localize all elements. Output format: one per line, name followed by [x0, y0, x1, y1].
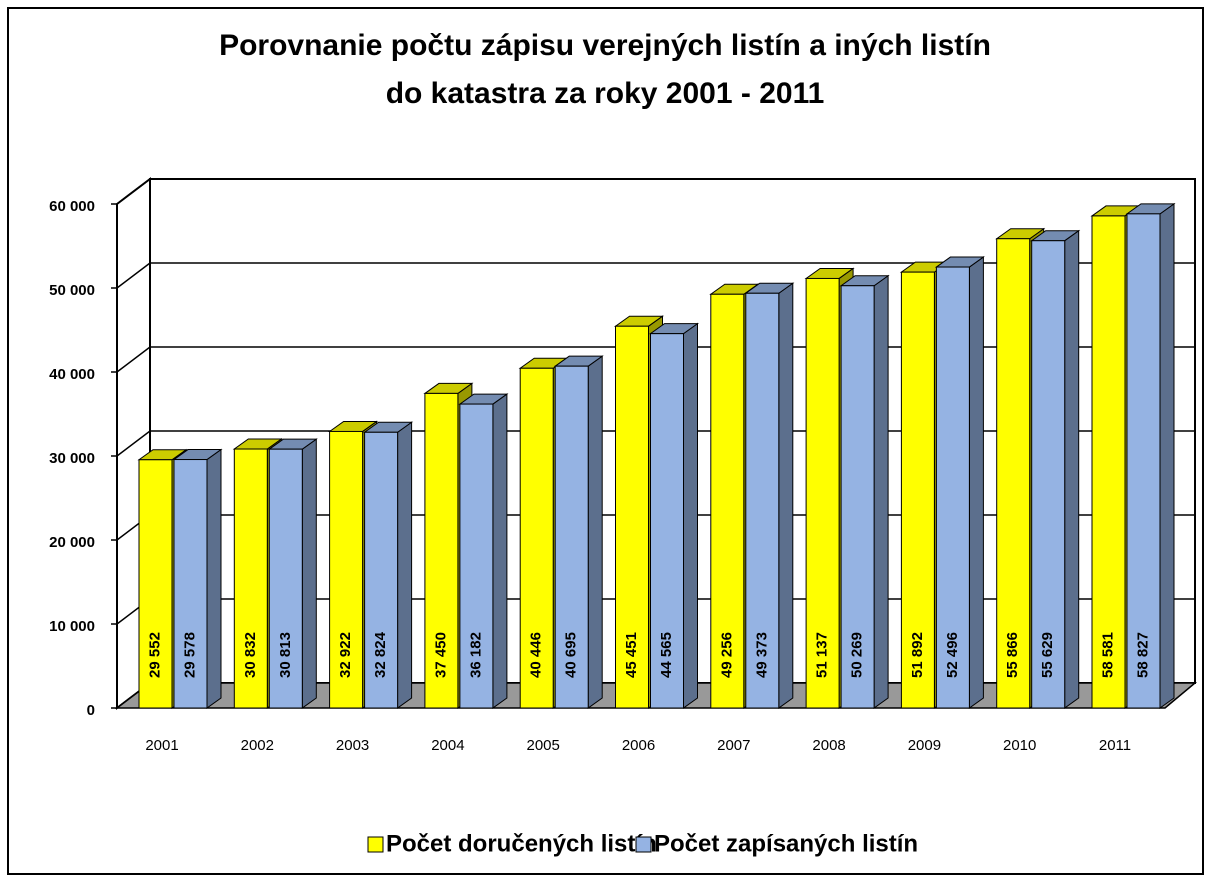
y-tick-label: 10 000: [49, 618, 95, 635]
bar: [840, 285, 875, 709]
bar-group: 40 695: [553, 355, 604, 709]
value-label: 45 451: [623, 632, 640, 678]
x-tick-label: 2005: [527, 737, 560, 754]
bar: [424, 392, 459, 709]
value-label: 32 922: [337, 632, 354, 678]
bar-side: [1064, 229, 1080, 709]
bar: [996, 238, 1031, 709]
value-label: 51 892: [909, 632, 926, 678]
legend-label: Počet zapísaných listín: [654, 830, 918, 857]
value-label: 50 269: [849, 632, 866, 678]
grid-line: [116, 262, 1195, 289]
bar: [615, 325, 649, 709]
bar-side: [1159, 202, 1175, 709]
bar-side: [873, 274, 889, 709]
bar: [650, 333, 684, 709]
value-label: 36 182: [467, 632, 484, 678]
bar: [138, 459, 173, 709]
x-tick-label: 2008: [812, 737, 845, 754]
bar-group: 30 813: [267, 438, 318, 709]
chart-title: Porovnanie počtu zápisu verejných listín…: [219, 29, 991, 62]
legend-label: Počet doručených listín: [386, 830, 657, 857]
bar: [1126, 213, 1161, 709]
bar: [173, 459, 208, 709]
value-label: 52 496: [944, 632, 961, 678]
bar-group: 44 565: [648, 322, 700, 709]
value-label: 40 695: [563, 632, 580, 678]
bar-group: 55 629: [1030, 229, 1081, 709]
x-tick-label: 2001: [145, 737, 178, 754]
bar: [935, 266, 970, 709]
value-label: 32 824: [372, 631, 389, 678]
bar-side: [683, 322, 698, 709]
value-label: 44 565: [658, 632, 675, 678]
bar: [805, 277, 840, 709]
chart-title: do katastra za roky 2001 - 2011: [386, 77, 825, 110]
legend-swatch: [635, 836, 652, 853]
value-label: 51 137: [814, 632, 831, 678]
bar: [233, 448, 268, 709]
x-tick-label: 2010: [1003, 737, 1036, 754]
bar: [1031, 240, 1066, 709]
bar-group: 49 373: [744, 282, 795, 709]
value-label: 58 581: [1099, 632, 1116, 678]
y-tick-label: 50 000: [49, 282, 95, 299]
x-tick-label: 2011: [1099, 737, 1131, 754]
x-tick-label: 2003: [336, 737, 369, 754]
y-tick-label: 0: [87, 702, 95, 719]
x-tick-label: 2004: [431, 737, 464, 754]
value-label: 58 827: [1134, 632, 1151, 678]
bar: [554, 365, 589, 709]
grid-line: [116, 178, 1195, 205]
x-tick-label: 2009: [908, 737, 941, 754]
value-label: 40 446: [528, 632, 545, 678]
value-label: 30 832: [242, 632, 259, 678]
value-label: 55 629: [1039, 632, 1056, 678]
bar-group: 36 182: [458, 393, 509, 709]
bar-side: [778, 282, 794, 709]
bar: [900, 271, 935, 709]
bar-side: [301, 438, 317, 709]
value-label: 37 450: [432, 632, 449, 678]
value-label: 29 578: [181, 632, 198, 678]
value-label: 55 866: [1004, 632, 1021, 678]
bar: [459, 403, 494, 709]
x-tick-label: 2002: [241, 737, 274, 754]
y-tick-label: 60 000: [49, 198, 95, 215]
value-label: 30 813: [277, 632, 294, 678]
value-label: 49 373: [753, 632, 770, 678]
bar-side: [968, 256, 984, 709]
bar-side: [397, 421, 413, 709]
x-tick-label: 2007: [717, 737, 750, 754]
bar-group: 32 824: [363, 421, 414, 709]
value-label: 49 256: [718, 632, 735, 678]
bar-group: 50 269: [839, 274, 890, 709]
bar-group: 52 496: [934, 256, 985, 709]
bar: [364, 431, 399, 709]
bar: [268, 448, 303, 709]
legend-swatch: [367, 836, 384, 853]
bar: [745, 292, 780, 709]
bar: [329, 430, 364, 709]
bar: [710, 293, 745, 709]
y-tick-label: 40 000: [49, 366, 95, 383]
bar-side: [206, 448, 222, 709]
bar-group: 29 578: [172, 448, 223, 709]
y-tick-label: 30 000: [49, 450, 95, 467]
bar: [519, 367, 554, 709]
bar-side: [492, 393, 508, 709]
bar-group: 58 827: [1125, 202, 1176, 709]
value-label: 29 552: [146, 632, 163, 678]
y-tick-label: 20 000: [49, 534, 95, 551]
bar-side: [587, 355, 603, 709]
x-tick-label: 2006: [622, 737, 655, 754]
bar: [1091, 215, 1126, 709]
